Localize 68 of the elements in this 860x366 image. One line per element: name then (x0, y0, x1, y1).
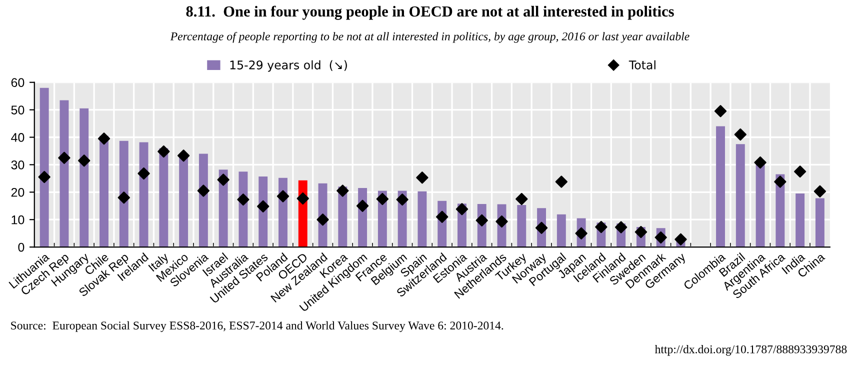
bar (756, 163, 765, 248)
y-tick-label: 50 (11, 106, 24, 114)
point (376, 192, 389, 206)
point (237, 193, 250, 206)
point (496, 215, 508, 228)
point (396, 193, 408, 206)
bar (716, 126, 725, 248)
point (296, 192, 309, 205)
y-tick-label: 20 (11, 188, 24, 197)
point (794, 165, 806, 178)
bar (139, 142, 148, 248)
text: http://dx.doi.org/10.1787/888933939788 (654, 345, 847, 356)
y-tick-label: 0 (18, 242, 24, 252)
y-tick-label: 40 (11, 133, 24, 142)
point (476, 214, 488, 226)
bar (218, 170, 228, 248)
point (138, 167, 150, 180)
point (754, 156, 766, 169)
point (118, 192, 130, 204)
point (98, 132, 110, 145)
point (257, 200, 270, 212)
point (814, 185, 826, 198)
point (336, 184, 349, 197)
point (734, 128, 746, 141)
bar (736, 144, 745, 248)
bar (198, 154, 208, 248)
point (197, 184, 210, 197)
point (615, 221, 628, 234)
point (516, 192, 528, 206)
y-tick-label: 60 (11, 78, 24, 87)
bar (796, 194, 805, 248)
point (714, 105, 727, 118)
point (774, 176, 786, 188)
point (595, 220, 608, 234)
bar (517, 205, 526, 248)
bar (119, 140, 128, 248)
bar (80, 108, 89, 248)
point (436, 210, 448, 223)
point (674, 233, 687, 246)
point (38, 170, 50, 184)
point (78, 154, 90, 167)
bar (40, 88, 49, 248)
point (316, 214, 329, 226)
point (654, 231, 667, 244)
point (276, 190, 290, 202)
point (177, 150, 190, 162)
bar (159, 148, 168, 248)
y-tick-label: 30 (11, 160, 24, 170)
point (356, 200, 369, 212)
point (634, 226, 648, 238)
y-tick-label: 10 (12, 215, 24, 224)
chart-title: 8.11. One in four young people in OECD are not at all interested in politics (186, 6, 674, 20)
point (535, 222, 548, 234)
bar (418, 191, 427, 248)
bar (815, 198, 824, 248)
source-note: Source: European Social Survey ESS8-2016, ESS7-2014 and World Values Survey Wave 6: 2010-2014. (11, 321, 504, 332)
point (217, 174, 230, 186)
bar (556, 214, 566, 248)
point (456, 203, 468, 216)
legend-label: Total (628, 60, 656, 70)
bar (100, 136, 108, 248)
point (555, 176, 568, 188)
point (158, 145, 170, 158)
legend-label: 15-29 years old (↘) (230, 60, 347, 72)
chart-subtitle: Percentage of people reporting to be not at all interested in politics, by age group, 2016 or last year available (170, 32, 690, 43)
point (575, 227, 588, 240)
point (416, 172, 428, 184)
point (58, 152, 70, 164)
